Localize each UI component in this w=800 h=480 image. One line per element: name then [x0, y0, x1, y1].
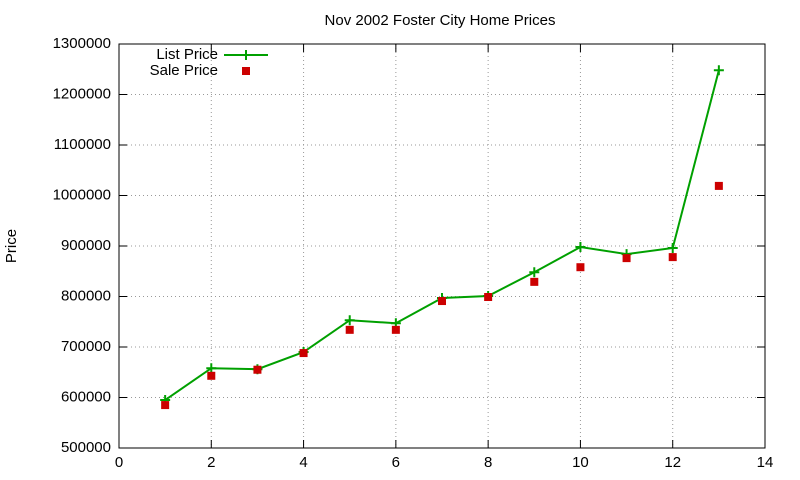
data-point: [299, 349, 308, 358]
y-tick-label: 800000: [61, 287, 111, 304]
data-point: [667, 243, 678, 254]
x-tick-label: 10: [572, 454, 589, 471]
data-point: [391, 325, 400, 334]
x-tick-label: 6: [392, 454, 400, 471]
data-point: [253, 365, 262, 374]
chart-title: Nov 2002 Foster City Home Prices: [325, 12, 556, 29]
data-point: [438, 297, 446, 306]
data-point: [575, 242, 586, 253]
x-tick-label: 14: [757, 454, 774, 471]
y-tick-label: 500000: [61, 439, 111, 456]
data-point: [206, 363, 217, 374]
data-point: [530, 277, 539, 286]
y-tick-label: 1000000: [53, 186, 111, 203]
data-point: [668, 253, 677, 262]
data-point: [622, 254, 631, 263]
legend-label: List Price: [156, 46, 218, 63]
y-tick-label: 1300000: [53, 35, 111, 52]
data-point: [207, 371, 216, 380]
x-tick-label: 12: [664, 454, 681, 471]
data-point: [161, 401, 170, 410]
data-point: [576, 263, 585, 272]
y-tick-label: 1200000: [53, 85, 111, 102]
plot-frame: [118, 43, 766, 449]
data-point: [529, 267, 540, 278]
x-tick-label: 2: [207, 454, 215, 471]
y-tick-label: 600000: [61, 388, 111, 405]
data-point: [713, 65, 724, 76]
y-tick-label: 700000: [61, 338, 111, 355]
y-axis-label: Price: [3, 229, 20, 263]
x-tick-label: 0: [115, 454, 123, 471]
legend-label: Sale Price: [150, 62, 218, 79]
x-tick-label: 4: [299, 454, 307, 471]
y-tick-label: 900000: [61, 237, 111, 254]
legend-marker: [241, 50, 251, 60]
legend-marker: [242, 67, 250, 75]
data-point: [484, 293, 493, 302]
y-tick-label: 1100000: [54, 136, 111, 153]
x-tick-label: 8: [484, 454, 492, 471]
data-point: [345, 325, 354, 334]
data-point: [344, 315, 355, 326]
data-line: [164, 70, 720, 401]
data-point: [714, 181, 723, 190]
